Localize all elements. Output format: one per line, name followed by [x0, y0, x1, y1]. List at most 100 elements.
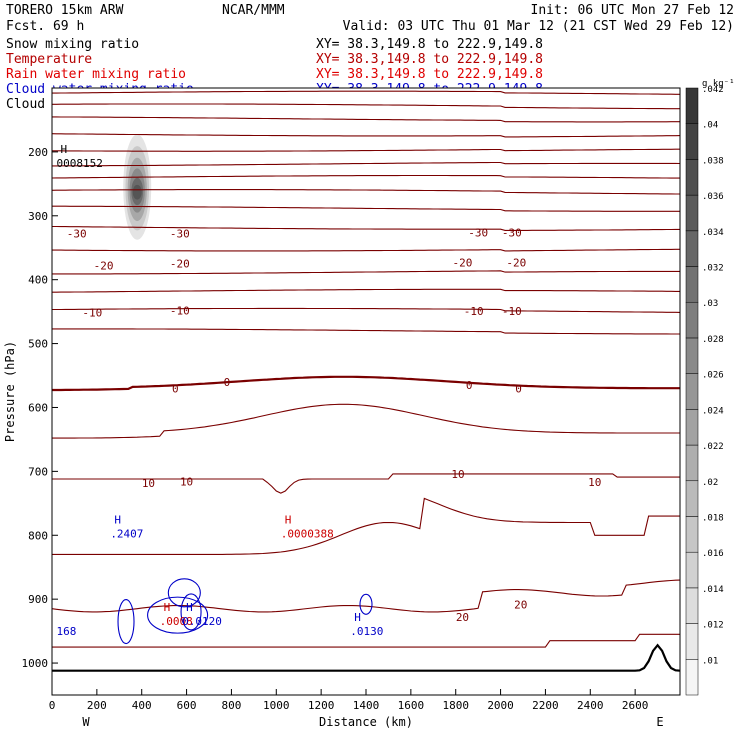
- colorbar-tick-label: .042: [702, 85, 724, 95]
- isotherm: [52, 116, 680, 123]
- colorbar-cell: [685, 587, 699, 624]
- cloud-water-contour: [117, 598, 135, 645]
- colorbar-cell: [685, 623, 699, 660]
- isotherm-label: 10: [180, 476, 193, 489]
- colorbar-tick-label: .016: [702, 549, 724, 559]
- extremum-value: .0008: [160, 615, 193, 628]
- field-label: Rain water mixing ratio: [6, 67, 186, 82]
- colorbar-tick-label: .026: [702, 371, 724, 381]
- snow-shading: [123, 134, 152, 240]
- isotherm: [52, 403, 680, 439]
- forecast-hour: Fcst. 69 h: [6, 19, 84, 34]
- isotherm: [52, 161, 681, 167]
- y-tick-label: 600: [28, 401, 48, 414]
- extremum-value: .0000388: [281, 528, 334, 541]
- colorbar-tick-label: .032: [702, 264, 724, 274]
- colorbar-tick-label: .022: [702, 442, 724, 452]
- isotherm: [51, 174, 680, 179]
- colorbar-cell: [685, 266, 699, 303]
- colorbar-tick-label: .04: [702, 121, 718, 131]
- colorbar-cell: [685, 444, 699, 482]
- isotherm: [52, 473, 680, 494]
- isotherm-label: 20: [456, 611, 469, 624]
- isotherm-label: 10: [451, 468, 464, 481]
- isotherm-label: -10: [502, 305, 522, 318]
- header: TORERO 15km ARW Fcst. 69 h NCAR/MMM Init…: [6, 3, 734, 34]
- isotherm: [52, 148, 680, 152]
- field-xy: XY= 38.3,149.8 to 222.9,149.8: [316, 67, 543, 82]
- temperature-contours: [51, 90, 681, 672]
- isotherm-label: 0: [466, 379, 473, 392]
- east-label: E: [656, 715, 663, 729]
- extremum-value: 168: [56, 625, 76, 638]
- isotherm: [51, 189, 680, 195]
- colorbar-cell: [685, 230, 699, 267]
- colorbar-tick-label: .03: [702, 299, 718, 309]
- isotherm-label: -20: [453, 256, 473, 269]
- x-tick-label: 200: [87, 699, 107, 712]
- isotherm: [52, 225, 680, 231]
- extremum-symbol: H: [114, 514, 121, 527]
- x-tick-label: 2000: [487, 699, 514, 712]
- colorbar: .01 .012 .014 .016 .018 .02 .022 .024 .026 .028 .0…: [685, 79, 735, 696]
- colorbar-cell: [685, 194, 699, 232]
- isotherm-label: -30: [468, 226, 488, 239]
- y-axis-label: Pressure (hPa): [3, 341, 17, 442]
- cloud-water-contour: [167, 578, 201, 608]
- field-label: Snow mixing ratio: [6, 37, 139, 52]
- colorbar-cell: [685, 551, 699, 589]
- colorbar-tick-label: .038: [702, 156, 724, 166]
- y-tick-label: 800: [28, 529, 48, 542]
- colorbar-cell: [685, 87, 699, 124]
- extremum-value: 0008152: [56, 157, 102, 170]
- colorbar-cell: [685, 516, 699, 553]
- colorbar-cell: [685, 480, 699, 517]
- isotherm: [52, 248, 680, 252]
- cloud-water-contours: [117, 578, 373, 645]
- extremum-value: 0.0120: [182, 615, 222, 628]
- isotherm-label: -10: [82, 306, 102, 319]
- colorbar-tick-label: .036: [702, 192, 724, 202]
- isotherm-label: -20: [94, 260, 114, 273]
- colorbar-cell: [685, 159, 699, 196]
- isotherm-zero: [52, 375, 680, 392]
- init-time: Init: 06 UTC Mon 27 Feb 12: [531, 3, 735, 18]
- x-tick-label: 2400: [577, 699, 604, 712]
- colorbar-cell: [685, 659, 699, 696]
- y-tick-label: 500: [28, 338, 48, 351]
- axes: 0 200 400 600 800 1000 1200 1400 1600 1800 2000 220…: [3, 146, 664, 729]
- x-axis-label: Distance (km): [319, 715, 413, 729]
- extremum-symbol: H: [186, 601, 193, 614]
- colorbar-tick-label: .02: [702, 478, 718, 488]
- cloud-water-contour: [147, 596, 209, 634]
- x-tick-label: 1000: [263, 699, 290, 712]
- isotherm: [52, 205, 680, 212]
- field-xy: XY= 38.3,149.8 to 222.9,149.8: [316, 37, 543, 52]
- isotherm: [51, 133, 681, 138]
- y-tick-label: 900: [28, 593, 48, 606]
- colorbar-tick-label: .018: [702, 513, 724, 523]
- isotherm-label: -30: [170, 228, 190, 241]
- x-tick-label: 1800: [442, 699, 469, 712]
- isotherm-label: 10: [142, 477, 155, 490]
- isotherm-label: -10: [464, 305, 484, 318]
- isotherm: [52, 307, 681, 313]
- colorbar-cell: [685, 409, 699, 446]
- colorbar-tick-label: .014: [702, 585, 724, 595]
- colorbar-tick-label: .012: [702, 621, 724, 631]
- isotherm-label: 0: [224, 376, 231, 389]
- plot-area: -30 -30 -30 -30-20 -20 -20 -20-10 -10 -10 -100 0 0 0…: [51, 87, 681, 696]
- isotherm: [52, 103, 680, 110]
- contour-labels: -30 -30 -30 -30 -20 -20 -20 -20 -10 -10 -10 -10 0 0 0 0…: [67, 226, 602, 624]
- west-label: W: [82, 715, 90, 729]
- colorbar-tick-label: .028: [702, 335, 724, 345]
- isotherm: [52, 633, 680, 648]
- extremum-value: .0130: [350, 625, 383, 638]
- extremum-symbol: H: [164, 601, 171, 614]
- extremum-symbol: H: [285, 514, 292, 527]
- y-tick-label: 300: [28, 210, 48, 223]
- extremum-symbol: H: [354, 611, 361, 624]
- isotherm-label: 10: [588, 476, 601, 489]
- snow-shade-level: [132, 184, 142, 200]
